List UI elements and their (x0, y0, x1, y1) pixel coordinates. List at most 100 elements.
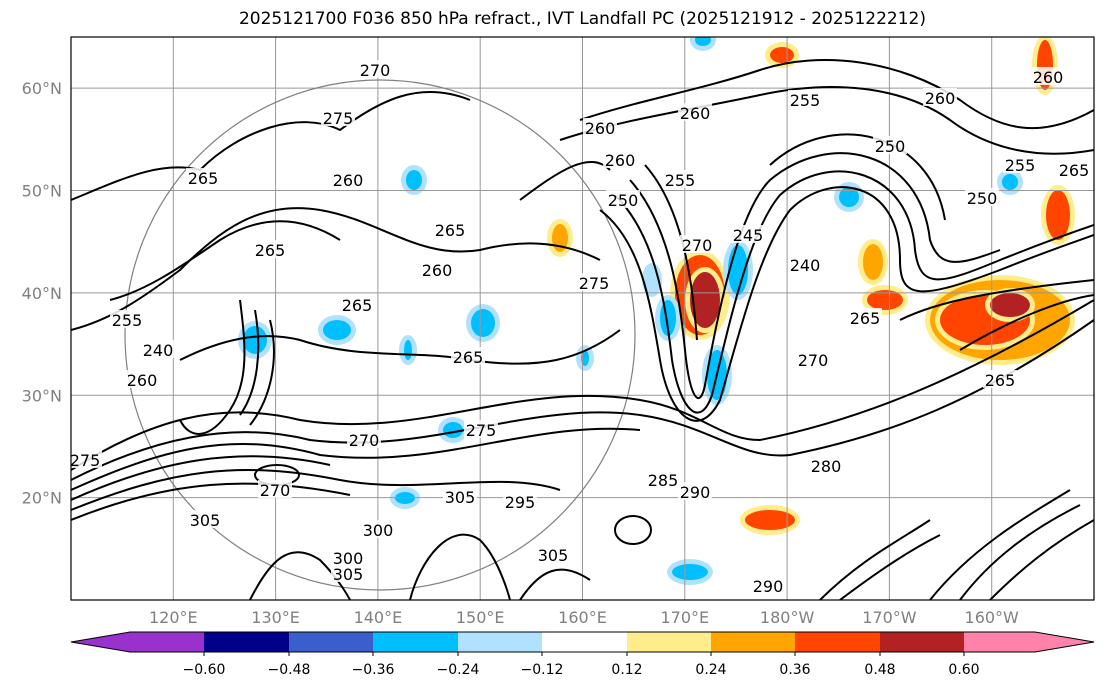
contour-label-bg (731, 225, 765, 243)
contour-label: 260 (1033, 68, 1064, 87)
negative-anomaly (672, 564, 708, 580)
contour-label-bg (577, 273, 611, 291)
contour-label: 260 (585, 119, 616, 138)
contour-label: 260 (925, 89, 956, 108)
contour-label-bg (503, 492, 537, 510)
contour-label-bg (331, 170, 365, 188)
lon-tick-label: 120°E (149, 608, 198, 627)
contour-label-bg (464, 420, 498, 438)
contour-label-bg (1031, 67, 1065, 85)
negative-anomaly (404, 340, 412, 360)
contour-label: 265 (985, 371, 1016, 390)
contour-label-bg (420, 260, 454, 278)
colorbar-tick-label: 0.48 (864, 662, 895, 678)
contour-label-bg (68, 450, 102, 468)
contour-label: 290 (680, 483, 711, 502)
contour-label-bg (848, 308, 882, 326)
refractivity-contours (71, 59, 1094, 600)
map-title: 2025121700 F036 850 hPa refract., IVT La… (238, 9, 926, 29)
contour-label: 275 (579, 274, 610, 293)
contour-label: 305 (190, 511, 221, 530)
positive-anomaly (690, 272, 720, 328)
contour-label: 265 (1059, 161, 1090, 180)
negative-anomaly (443, 422, 463, 438)
colorbar-tick-label: −0.12 (521, 662, 564, 678)
lon-tick-label: 170°E (660, 608, 709, 627)
colorbar-segment (542, 632, 627, 652)
colorbar-outline (70, 631, 1095, 653)
contour-label-bg (331, 548, 365, 566)
negative-anomaly (471, 309, 495, 337)
contour-label: 270 (349, 431, 380, 450)
colorbar: −0.60 −0.48 −0.36 −0.24 −0.12 0.12 0.24 0.36 0.4… (70, 631, 1095, 678)
contour-label-bg (965, 188, 999, 206)
colorbar-tick-label: −0.60 (183, 662, 226, 678)
contour-label-bg (606, 190, 640, 208)
map-frame (70, 36, 1095, 601)
contour-label: 295 (505, 493, 536, 512)
contour-label-bg (125, 370, 159, 388)
lat-tick-label: 40°N (22, 284, 62, 303)
negative-anomaly (839, 187, 859, 207)
contour-label-bg (751, 576, 785, 594)
negative-anomaly (647, 268, 657, 292)
lon-tick-label: 150°E (456, 608, 505, 627)
contour-label: 265 (453, 348, 484, 367)
positive-anomaly (1046, 190, 1070, 240)
contour-label-bg (678, 482, 712, 500)
contour-label: 250 (608, 191, 639, 210)
contour-label: 255 (790, 91, 821, 110)
positive-anomaly (867, 290, 903, 310)
lon-tick-label: 170°W (862, 608, 917, 627)
negative-anomaly (323, 320, 351, 340)
contour-label: 255 (665, 171, 696, 190)
negative-anomaly (406, 170, 422, 190)
lat-tick-label: 50°N (22, 182, 62, 201)
contour-label-bg (678, 103, 712, 121)
contour-label: 270 (360, 61, 391, 80)
colorbar-segment (204, 632, 289, 652)
colorbar-segment (880, 632, 964, 652)
contour-label-bg (188, 510, 222, 528)
contour-label-bg (603, 150, 637, 168)
contour-label: 275 (323, 109, 354, 128)
contour-label: 265 (342, 296, 373, 315)
contour-label: 300 (333, 549, 364, 568)
contour-label: 260 (422, 261, 453, 280)
contour-label: 270 (260, 481, 291, 500)
contour-label: 275 (466, 421, 497, 440)
contour-label: 265 (435, 221, 466, 240)
colorbar-tick-label: 0.60 (948, 662, 979, 678)
contour-label-bg (663, 170, 697, 188)
contour-label-bg (443, 487, 477, 505)
contour-label: 280 (811, 457, 842, 476)
contour-label: 290 (753, 577, 784, 596)
contour-label-bg (321, 108, 355, 126)
contour-label: 305 (333, 565, 364, 584)
contour-label: 300 (363, 521, 394, 540)
contour-label-bg (1003, 155, 1037, 173)
contour-label-bg (788, 90, 822, 108)
lon-tick-label: 130°E (251, 608, 300, 627)
contour-label: 250 (967, 189, 998, 208)
colorbar-extend-min (71, 632, 204, 652)
contour-label: 265 (255, 241, 286, 260)
contour-label: 240 (790, 256, 821, 275)
contour-label: 305 (538, 546, 569, 565)
positive-anomaly (990, 293, 1030, 317)
lat-tick-label: 30°N (22, 386, 62, 405)
lat-tick-label: 20°N (22, 489, 62, 508)
contour-label-bg (253, 240, 287, 258)
contour-label-bg (983, 370, 1017, 388)
contour-label: 265 (188, 169, 219, 188)
contour-label-bg (358, 60, 392, 78)
colorbar-tick-label: 0.36 (779, 662, 810, 678)
colorbar-tick-label: −0.24 (437, 662, 480, 678)
contour-label-bg (680, 235, 714, 253)
lon-tick-label: 180°W (760, 608, 815, 627)
contour-label: 260 (127, 371, 158, 390)
contour-label-bg (796, 350, 830, 368)
contour-label-bg (340, 295, 374, 313)
